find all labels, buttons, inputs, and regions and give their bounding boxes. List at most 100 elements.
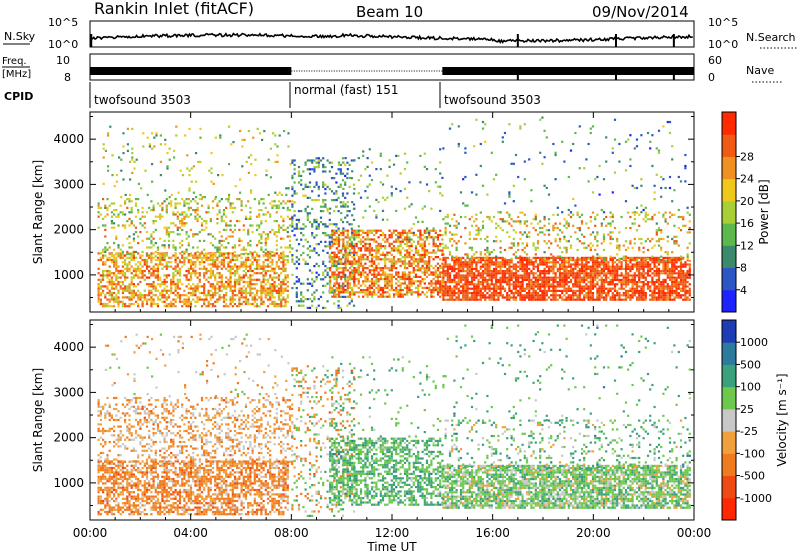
data-cell [198,231,201,234]
data-cell [266,253,270,256]
data-cell [229,269,232,273]
data-cell [167,239,171,242]
data-cell [442,274,445,277]
data-cell [250,154,253,157]
data-cell [508,287,511,290]
data-cell [528,274,531,277]
data-cell [486,270,489,273]
data-cell [633,294,636,297]
data-cell [352,218,356,221]
data-cell [434,168,437,171]
data-cell [446,281,449,284]
data-cell [293,172,296,175]
data-cell [311,304,314,307]
data-cell [207,291,210,295]
data-cell [150,289,153,292]
data-cell [534,283,537,286]
data-cell [370,161,374,164]
data-cell [457,296,460,299]
data-cell [364,275,367,278]
data-cell [330,177,334,180]
data-cell [640,263,643,266]
data-cell [240,261,243,264]
data-cell [364,249,367,252]
data-cell [174,283,177,286]
data-cell [512,285,515,288]
data-cell [150,239,153,242]
data-cell [561,263,564,266]
data-cell [264,296,267,299]
data-cell [163,246,166,249]
data-cell [442,272,445,275]
data-cell [249,250,252,253]
data-cell [521,281,524,284]
data-cell [282,220,285,223]
data-cell [631,289,634,292]
data-cell [355,229,358,232]
data-cell [242,296,245,299]
data-cell [576,281,579,284]
data-cell [395,240,398,243]
data-cell [428,289,431,292]
data-cell [220,258,223,262]
data-cell [102,278,105,281]
data-cell [506,263,509,266]
data-cell [451,287,454,290]
data-cell [302,223,305,226]
data-cell [351,247,354,250]
data-cell [344,284,347,287]
data-cell [642,272,645,275]
data-cell [368,286,371,289]
data-cell [275,231,278,234]
data-cell [473,289,476,292]
data-cell [596,281,599,284]
data-cell [236,220,239,223]
data-cell [156,283,160,286]
data-cell [102,285,105,288]
data-cell [477,287,480,290]
data-cell [499,256,502,259]
data-cell [333,260,336,263]
data-cell [247,265,250,268]
data-cell [534,281,537,284]
data-cell [408,229,411,232]
data-cell [453,281,456,284]
data-cell [249,252,252,255]
data-cell [428,273,431,276]
data-cell [589,298,592,301]
data-cell [346,282,349,285]
data-cell [366,234,369,237]
data-cell [596,276,599,279]
data-cell [556,270,559,273]
data-cell [304,161,307,164]
data-cell [428,251,431,254]
data-cell [616,265,619,268]
data-cell [119,204,122,207]
data-cell [311,232,314,235]
data-cell [315,262,318,265]
data-cell [251,298,254,301]
data-cell [530,296,533,299]
data-cell [600,287,603,290]
data-cell [439,234,442,237]
data-cell [386,273,389,276]
data-cell [419,256,422,259]
data-cell [271,296,274,299]
data-cell [232,141,235,144]
data-cell [602,285,606,288]
data-cell [574,281,577,284]
data-cell [417,251,420,254]
nsky-panel: N.Sky 10^5 10^0 10^5 10^0 N.Search [3,16,798,51]
data-cell [238,300,241,303]
data-cell [280,261,283,264]
data-cell [495,274,498,277]
data-cell [348,291,352,294]
data-cell [607,281,610,284]
data-cell [313,166,316,169]
data-cell [470,292,474,295]
data-cell [333,293,336,296]
data-cell [168,158,171,161]
data-cell [635,281,639,284]
data-cell [373,234,376,237]
data-cell [534,276,537,279]
